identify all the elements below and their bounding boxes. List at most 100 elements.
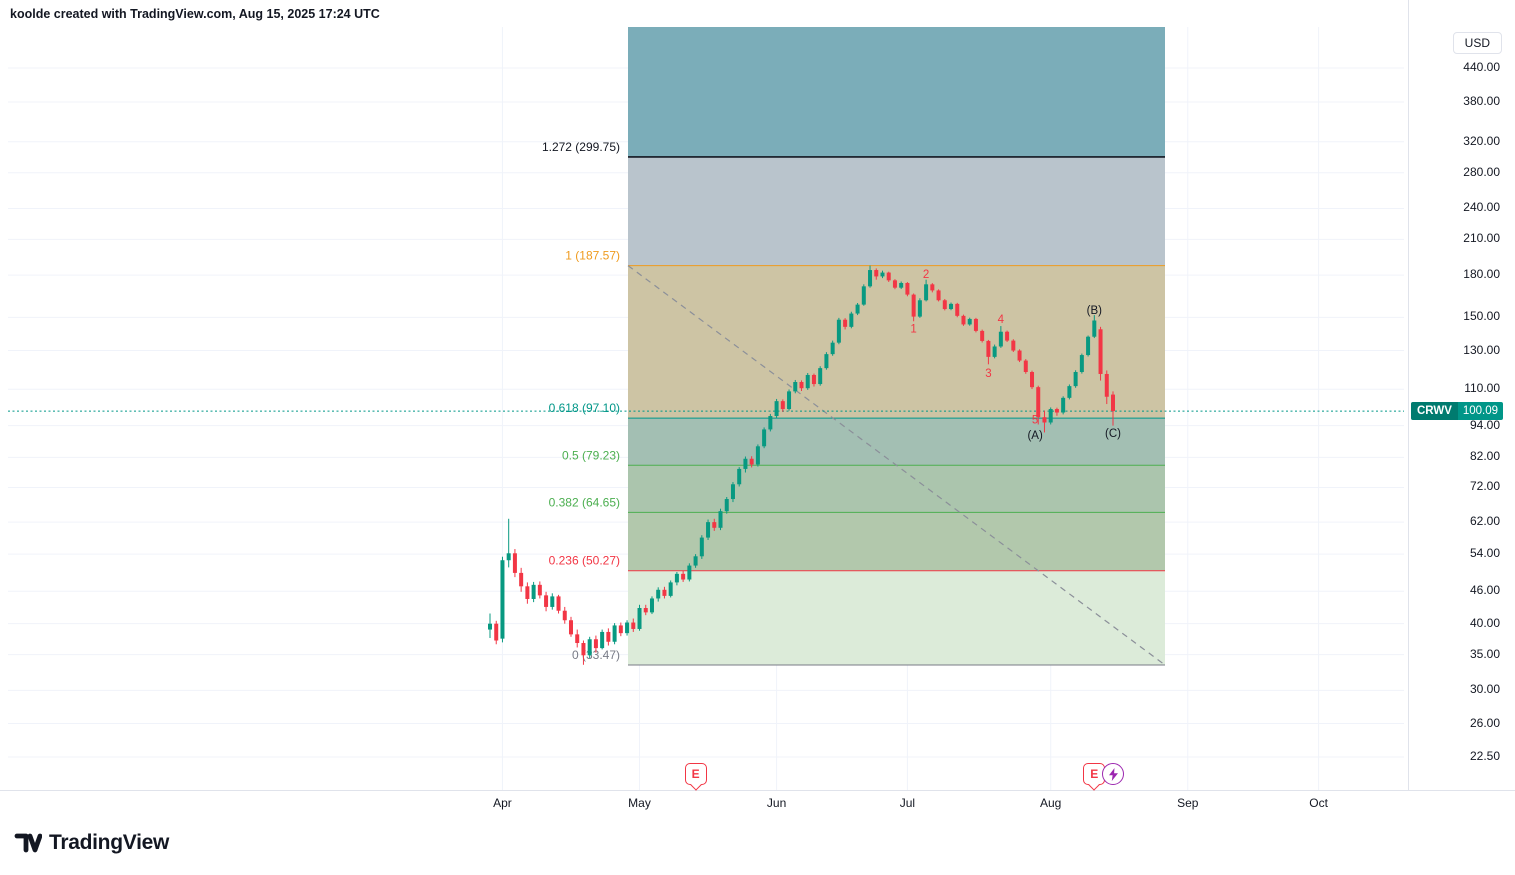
candle[interactable] (1017, 349, 1022, 363)
candle[interactable] (519, 567, 524, 592)
candle[interactable] (568, 616, 573, 637)
candle[interactable] (780, 399, 785, 412)
candle[interactable] (1061, 396, 1066, 415)
candle[interactable] (836, 317, 841, 345)
candle[interactable] (550, 593, 555, 610)
candle[interactable] (506, 518, 511, 568)
candle[interactable] (699, 535, 704, 559)
candle[interactable] (936, 289, 941, 302)
candlestick-series[interactable] (488, 265, 1115, 665)
candle[interactable] (1092, 315, 1097, 339)
candle[interactable] (581, 640, 586, 665)
candle[interactable] (824, 352, 829, 370)
candle[interactable] (1086, 335, 1091, 357)
candle[interactable] (668, 580, 673, 598)
candle[interactable] (612, 623, 617, 645)
candle[interactable] (656, 587, 661, 602)
candle[interactable] (762, 427, 767, 449)
candle[interactable] (531, 581, 536, 603)
candle[interactable] (1005, 330, 1010, 342)
candle[interactable] (500, 556, 505, 643)
candle[interactable] (992, 344, 997, 359)
candle[interactable] (662, 586, 667, 599)
candle[interactable] (575, 629, 580, 648)
candle[interactable] (706, 519, 711, 540)
candle[interactable] (967, 317, 972, 326)
candle[interactable] (793, 379, 798, 394)
tradingview-logo[interactable]: TradingView (14, 830, 169, 856)
candle[interactable] (855, 303, 860, 316)
candle[interactable] (843, 318, 848, 330)
candle[interactable] (892, 279, 897, 290)
candle[interactable] (880, 270, 885, 279)
candle[interactable] (587, 636, 592, 658)
candle[interactable] (1111, 391, 1115, 426)
candle[interactable] (899, 281, 904, 290)
candle[interactable] (849, 311, 854, 329)
candle[interactable] (911, 293, 916, 322)
candle[interactable] (787, 389, 792, 411)
candle[interactable] (737, 467, 742, 487)
candle[interactable] (674, 571, 679, 586)
earnings-icon[interactable]: E (684, 763, 707, 785)
candle[interactable] (1011, 339, 1016, 352)
candle[interactable] (649, 596, 654, 615)
time-axis[interactable]: Apr May Jun Jul Aug Sep Oct (0, 790, 1515, 821)
candle[interactable] (1067, 384, 1072, 400)
candle[interactable] (749, 456, 754, 468)
candle[interactable] (712, 518, 717, 531)
candle[interactable] (631, 618, 636, 632)
candle[interactable] (799, 380, 804, 391)
candle[interactable] (494, 620, 499, 645)
candle[interactable] (537, 581, 542, 599)
candle[interactable] (743, 456, 748, 473)
candle[interactable] (687, 563, 692, 582)
price-axis[interactable]: USD CRWV 100.09 440.00 380.00 320.00 280.00… (1408, 0, 1515, 790)
candle[interactable] (998, 326, 1003, 348)
candle[interactable] (905, 282, 910, 297)
fib-trendline[interactable] (627, 265, 1166, 666)
candle[interactable] (930, 283, 935, 293)
candle[interactable] (681, 571, 686, 582)
candle[interactable] (955, 302, 960, 318)
candle[interactable] (1036, 385, 1041, 425)
candle[interactable] (805, 372, 810, 390)
candle[interactable] (1023, 359, 1028, 374)
candle[interactable] (730, 482, 735, 503)
currency-usd-button[interactable]: USD (1452, 32, 1502, 54)
event-flash-icon[interactable] (1102, 763, 1124, 785)
candle[interactable] (1030, 370, 1035, 390)
candle[interactable] (1042, 410, 1047, 433)
candle[interactable] (830, 340, 835, 356)
candle[interactable] (924, 279, 929, 302)
candle[interactable] (606, 628, 611, 646)
candle[interactable] (917, 298, 922, 318)
candle[interactable] (637, 604, 642, 631)
candle[interactable] (618, 622, 623, 637)
candle[interactable] (811, 373, 816, 387)
candle[interactable] (625, 620, 630, 636)
candle[interactable] (986, 339, 991, 365)
candle[interactable] (818, 366, 823, 386)
candle[interactable] (949, 302, 954, 311)
candle[interactable] (774, 398, 779, 419)
candle[interactable] (1098, 326, 1103, 381)
candle[interactable] (874, 268, 879, 280)
candle[interactable] (600, 629, 605, 650)
candle[interactable] (1073, 370, 1078, 388)
candle[interactable] (961, 314, 966, 326)
candle[interactable] (768, 413, 773, 432)
candle[interactable] (525, 582, 530, 604)
candle[interactable] (643, 604, 648, 616)
candle[interactable] (724, 497, 729, 514)
candle[interactable] (868, 265, 873, 288)
candle[interactable] (980, 329, 985, 343)
candle[interactable] (512, 549, 517, 578)
candle[interactable] (942, 298, 947, 311)
candle[interactable] (718, 508, 723, 531)
candle[interactable] (886, 271, 891, 282)
candle[interactable] (562, 606, 567, 624)
candle[interactable] (1079, 353, 1084, 374)
candle[interactable] (755, 444, 760, 467)
